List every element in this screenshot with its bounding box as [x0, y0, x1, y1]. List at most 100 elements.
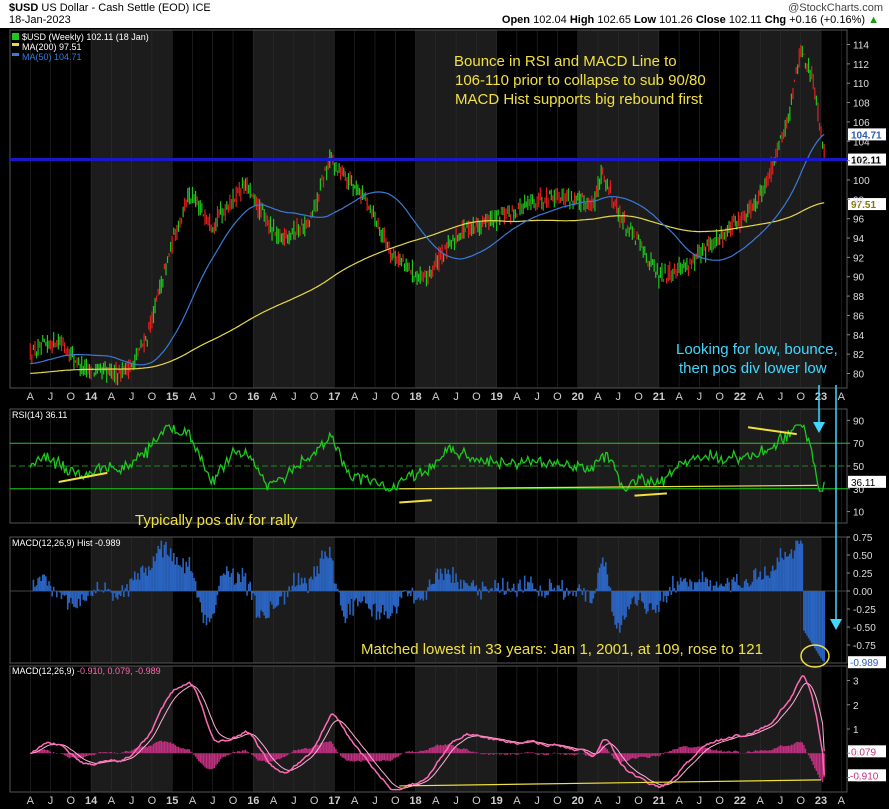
close-label: Close: [695, 14, 726, 26]
value-tag: [848, 153, 886, 166]
low-label: Low: [634, 14, 657, 26]
value-tag-text: 102.11: [851, 156, 881, 167]
value-tag: [848, 656, 886, 669]
value-tag-text: 104.71: [851, 130, 882, 141]
x-tick-label: J: [453, 391, 459, 403]
x-tick-label: O: [796, 391, 805, 403]
y-tick-label: 0: [853, 749, 859, 760]
value-tag-text: 0.079: [851, 747, 876, 758]
x-tick-label: O: [148, 795, 157, 807]
pane-border: [9, 29, 848, 389]
x-tick-label: A: [189, 795, 197, 807]
x-tick-label: A: [513, 795, 521, 807]
y-tick-label: 94: [853, 234, 865, 245]
x-tick-label: 17: [328, 795, 340, 807]
exchange: ICE: [192, 2, 211, 14]
arrow-head: [830, 619, 842, 630]
x-tick-label: J: [778, 795, 784, 807]
value-tag-text: -0.989: [850, 658, 879, 669]
low-value: 101.26: [659, 14, 693, 26]
annotation-text: Matched lowest in 33 years: Jan 1, 2001,…: [361, 641, 763, 658]
y-tick-label: 108: [853, 99, 870, 110]
x-tick-label: O: [391, 795, 400, 807]
x-tick-label: O: [796, 795, 805, 807]
x-tick-label: J: [129, 795, 135, 807]
x-tick-label: J: [534, 391, 540, 403]
x-tick-label: O: [67, 795, 76, 807]
y-tick-label: 98: [853, 195, 865, 206]
y-tick-label: -0.50: [853, 623, 876, 634]
x-tick-label: A: [675, 391, 683, 403]
x-tick-label: A: [513, 391, 521, 403]
legend-rsi: RSI(14) 36.11: [12, 410, 67, 420]
legend-hist: MACD(12,26,9) Hist -0.989: [12, 538, 121, 548]
y-tick-label: 80: [853, 369, 865, 380]
legend-ma50: MA(50) 104.71: [22, 52, 82, 62]
y-tick-label: 50: [853, 462, 865, 473]
value-tag: [848, 198, 886, 211]
x-tick-label: J: [534, 795, 540, 807]
legend-swatch: [12, 43, 19, 46]
annotation-text: Typically pos div for rally: [135, 512, 298, 529]
x-tick-label: 14: [85, 795, 98, 807]
y-tick-label: 112: [853, 60, 869, 71]
chg-label: Chg: [764, 14, 787, 26]
y-tick-label: -0.75: [853, 641, 876, 652]
divergence-line: [399, 499, 432, 504]
x-tick-label: J: [291, 391, 297, 403]
chg-value: +0.16 (+0.16%): [789, 14, 866, 26]
value-tag-text: -0.910: [850, 771, 879, 782]
x-tick-label: A: [594, 795, 602, 807]
y-tick-label: 82: [853, 350, 865, 361]
annotation-text: MACD Hist supports big rebound first: [455, 91, 703, 108]
divergence-line: [399, 779, 822, 787]
y-tick-label: 100: [853, 176, 870, 187]
signal-line: [30, 682, 825, 789]
x-tick-label: 19: [491, 795, 503, 807]
y-tick-label: 96: [853, 215, 865, 226]
x-tick-label: 16: [247, 391, 259, 403]
divergence-line: [634, 492, 668, 497]
high-value: 102.65: [597, 14, 631, 26]
x-tick-label: J: [372, 391, 378, 403]
annotation-text: Looking for low, bounce,: [676, 341, 838, 358]
high-label: High: [569, 14, 595, 26]
y-tick-label: 2: [853, 701, 859, 712]
y-tick-label: 30: [853, 485, 865, 496]
annotation-text: Bounce in RSI and MACD Line to: [454, 53, 677, 70]
x-tick-label: 16: [247, 795, 259, 807]
x-tick-label: A: [108, 795, 116, 807]
x-tick-label: A: [27, 391, 35, 403]
x-tick-label: A: [757, 795, 765, 807]
x-tick-label: 18: [409, 795, 421, 807]
y-tick-label: 90: [853, 273, 865, 284]
x-tick-label: J: [372, 795, 378, 807]
ma200-line: [30, 202, 825, 374]
value-tag: [848, 475, 886, 488]
x-tick-label: O: [67, 391, 76, 403]
x-tick-label: O: [715, 391, 724, 403]
x-tick-label: J: [210, 391, 216, 403]
y-tick-label: 88: [853, 292, 865, 303]
x-tick-label: 20: [572, 391, 584, 403]
x-tick-label: J: [453, 795, 459, 807]
x-tick-label: J: [48, 391, 54, 403]
x-tick-label: A: [351, 795, 359, 807]
x-tick-label: J: [616, 391, 622, 403]
legend-ma200: MA(200) 97.51: [22, 42, 82, 52]
y-tick-label: 90: [853, 416, 865, 427]
x-tick-label: A: [594, 391, 602, 403]
x-tick-label: 15: [166, 795, 178, 807]
annotation-text: 106-110 prior to collapse to sub 90/80: [455, 72, 706, 89]
x-tick-label: J: [48, 795, 54, 807]
symbol: $USD: [9, 2, 39, 14]
x-tick-label: O: [229, 795, 238, 807]
x-tick-label: 22: [734, 391, 746, 403]
value-tag-text: 97.51: [851, 200, 876, 211]
divergence-line: [58, 471, 108, 483]
rsi-line: [29, 424, 825, 493]
legend-swatch: [12, 33, 19, 40]
y-tick-label: 106: [853, 118, 870, 129]
x-tick-label: A: [27, 795, 35, 807]
divergence-line: [747, 426, 797, 436]
